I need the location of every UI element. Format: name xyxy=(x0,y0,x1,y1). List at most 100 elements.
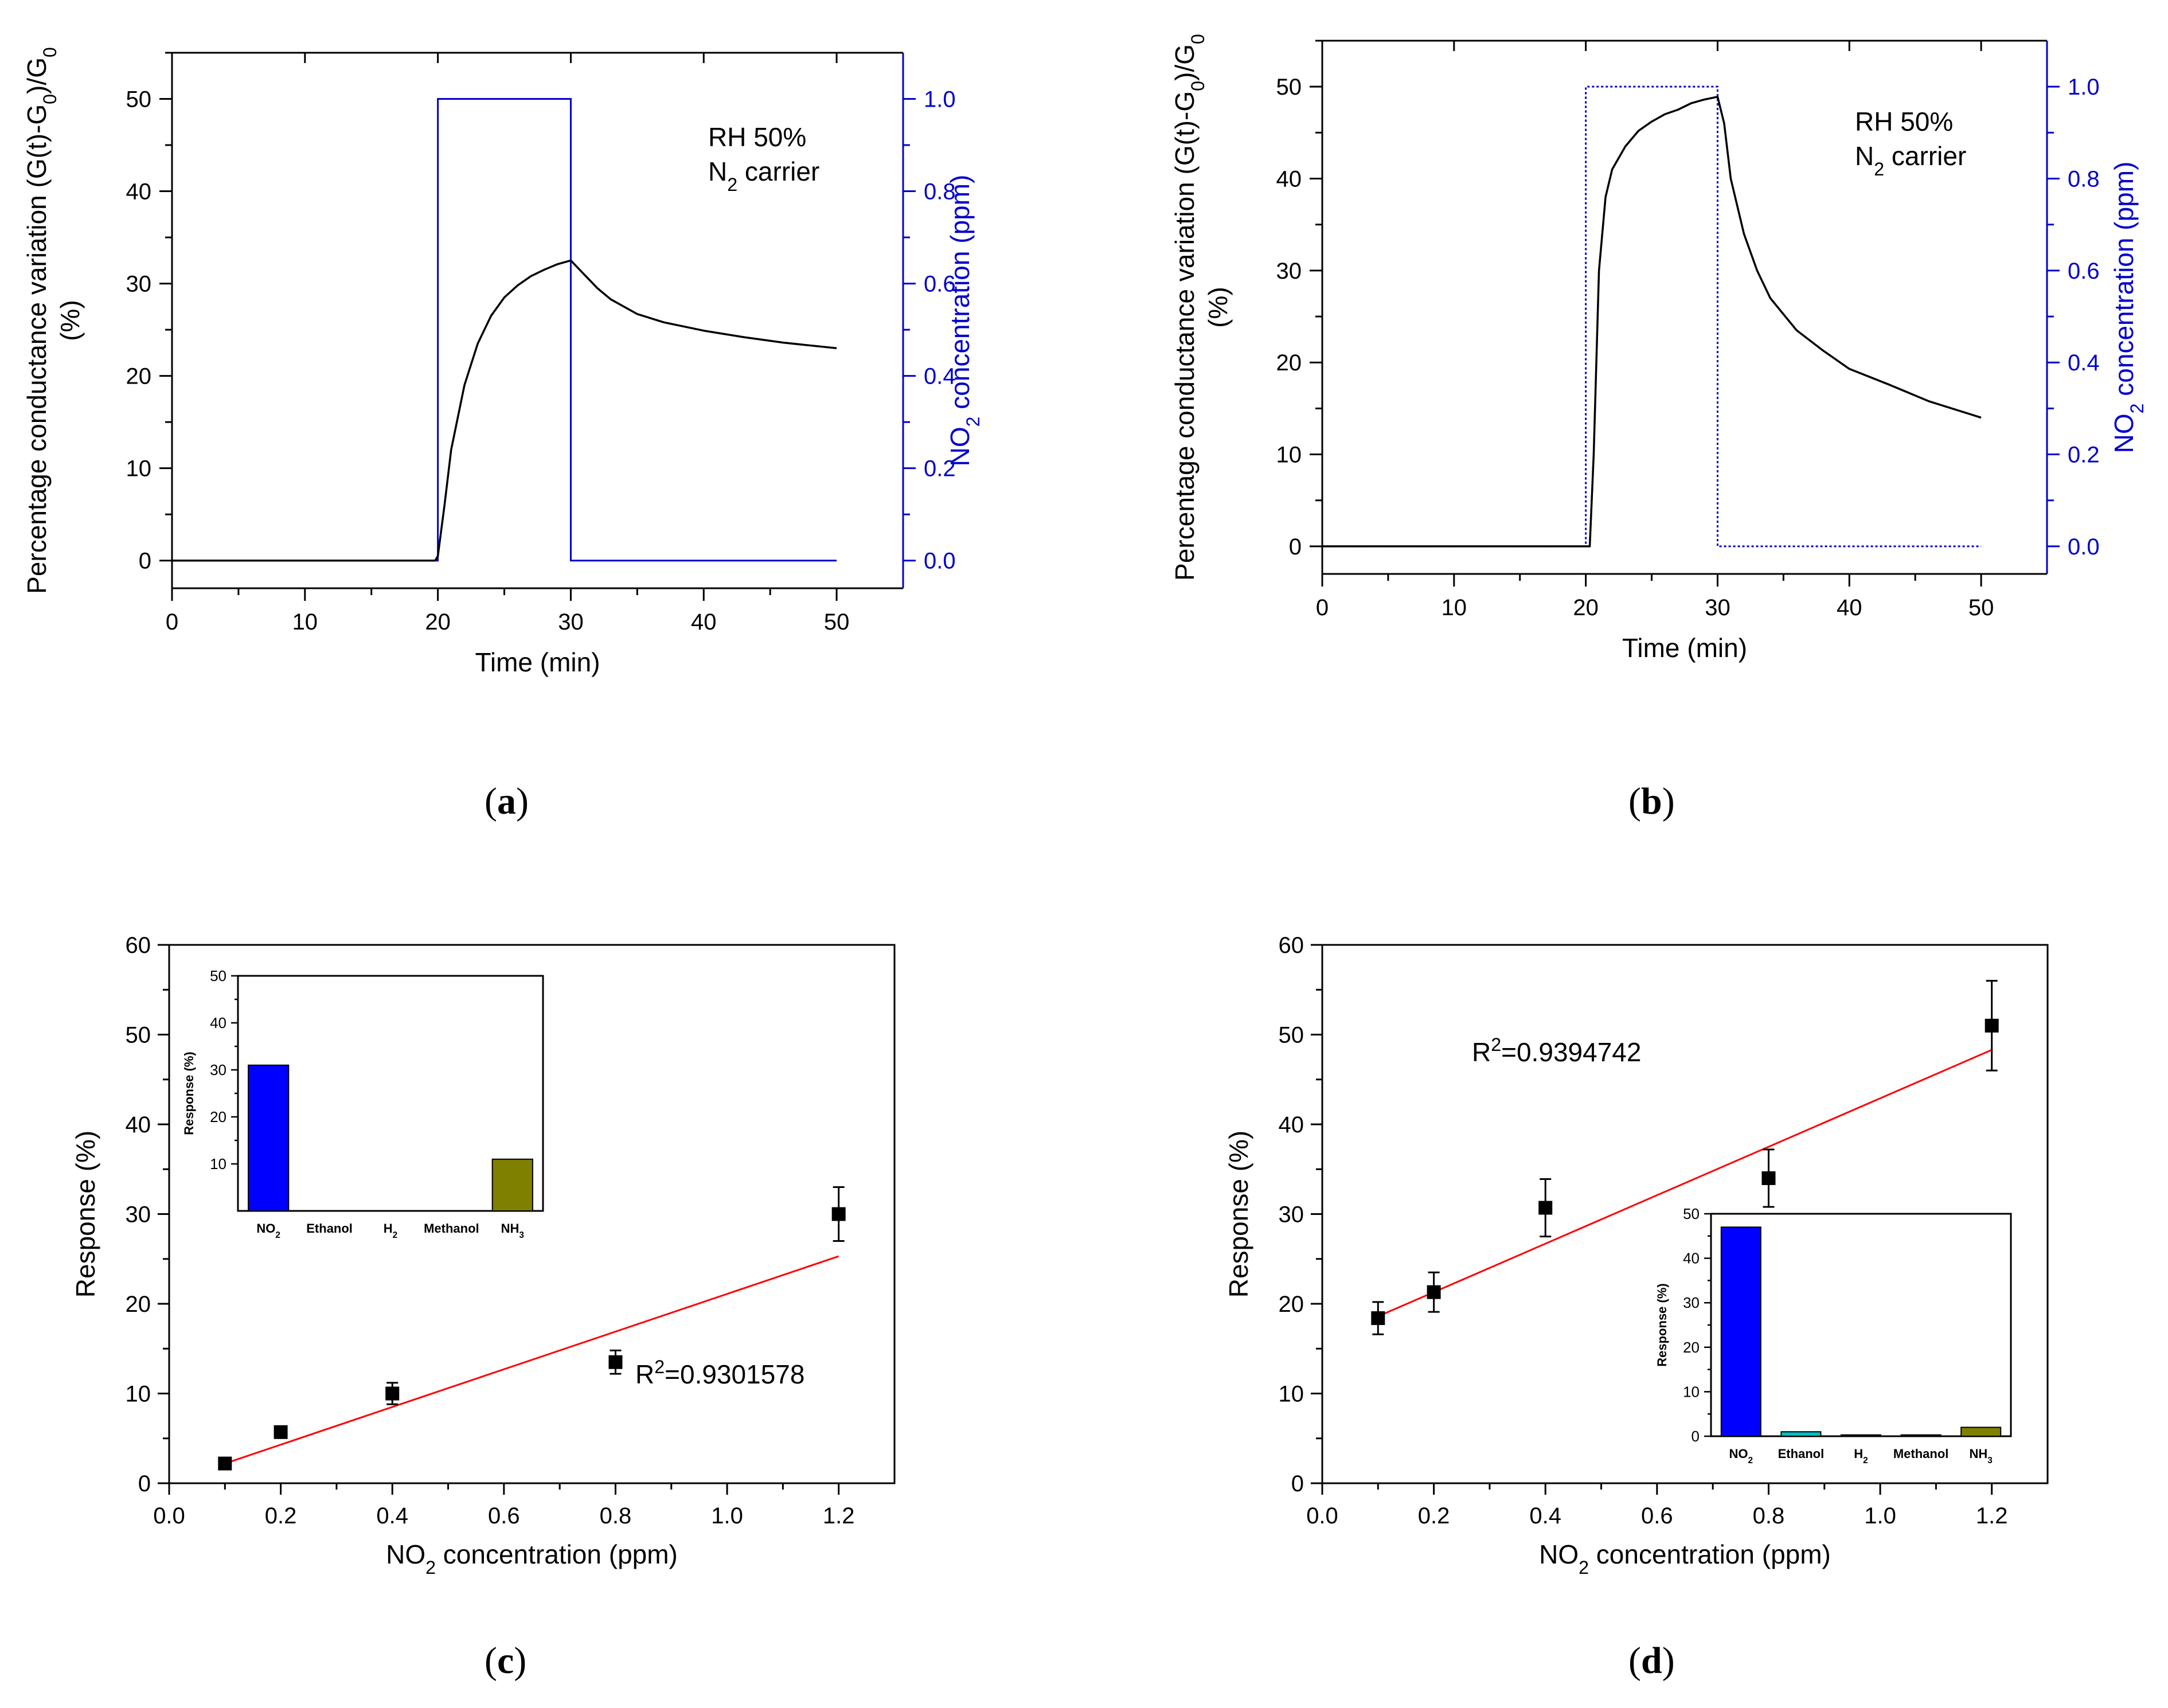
x-tick-label: 0.2 xyxy=(265,1503,297,1529)
inset-bar xyxy=(1900,1434,1942,1437)
caption-c: (c) xyxy=(485,1640,527,1682)
inset-category-label-part: Ethanol xyxy=(1778,1447,1825,1461)
y-axis-label-part: Percentage conductance variation (G(t)- xyxy=(22,125,52,594)
annotation-carrier: N2 carrier xyxy=(1855,141,1966,179)
data-point xyxy=(385,1386,400,1401)
annotation-carrier-part: carrier xyxy=(737,157,819,186)
inset-bar xyxy=(1780,1431,1822,1437)
data-point xyxy=(1761,1171,1776,1185)
y-tick-label: 0 xyxy=(138,1471,151,1496)
x-axis-label: NO2 concentration (ppm) xyxy=(386,1539,678,1578)
y2-axis-label-part: 2 xyxy=(963,416,983,427)
y-axis-label-unit: (%) xyxy=(1203,287,1233,328)
x-tick-label: 10 xyxy=(1442,595,1467,620)
y-tick-label: 20 xyxy=(1279,1292,1304,1317)
panel-c: 0.0 0.2 0.4 0.6 0.8 1.0 1.2 0 10 20 30 40 50 60 NO2 co… xyxy=(0,854,1084,1707)
y-axis-label-part: 0 xyxy=(1187,81,1208,91)
annotation-carrier-part: N xyxy=(1855,141,1874,171)
y2-axis-label: NO2 concentration (ppm) xyxy=(945,175,983,467)
y2-axis-label: NO2 concentration (ppm) xyxy=(2109,162,2147,454)
annotation-carrier-part: 2 xyxy=(1874,159,1884,179)
inset-bar xyxy=(1840,1434,1882,1437)
y-tick-label: 50 xyxy=(1276,75,1302,100)
x-axis-label-part: concentration (ppm) xyxy=(1589,1539,1831,1569)
y-tick-label: 40 xyxy=(126,1112,151,1138)
y-axis-label-unit: (%) xyxy=(55,300,85,341)
y-tick-label: 40 xyxy=(126,179,152,205)
x-tick-label: 1.2 xyxy=(1976,1503,2008,1529)
x-axis-label: Time (min) xyxy=(475,647,600,677)
y2-tick-label: 0.8 xyxy=(924,179,956,205)
inset-y-tick-label: 10 xyxy=(210,1155,226,1172)
x-axis-label-part: 2 xyxy=(1579,1557,1589,1578)
inset-y-tick-label: 30 xyxy=(210,1061,226,1078)
y-axis-label-part: )/ xyxy=(22,78,52,94)
x-tick-label: 0.6 xyxy=(1641,1503,1673,1529)
inset-y-tick-label: 30 xyxy=(1683,1294,1700,1311)
y2-tick-label: 0.0 xyxy=(2068,534,2100,560)
r2-label: R2=0.9394742 xyxy=(1472,1034,1641,1067)
x-axis-label-part: NO xyxy=(386,1539,425,1569)
inset-category-label-part: Ethanol xyxy=(306,1221,353,1236)
y2-tick-label: 0.6 xyxy=(924,272,956,297)
y2-tick-label: 0.2 xyxy=(924,456,956,482)
y-tick-label: 0 xyxy=(1289,534,1302,560)
x-tick-label: 20 xyxy=(1573,595,1599,620)
annotation-carrier-part: 2 xyxy=(727,174,737,195)
r2-label-r: R xyxy=(1472,1037,1491,1067)
y-tick-label: 40 xyxy=(1279,1112,1304,1138)
inset-bar xyxy=(491,1158,533,1211)
x-axis-label-part: concentration (ppm) xyxy=(436,1539,678,1569)
data-point xyxy=(1538,1201,1553,1215)
annotation-carrier-part: carrier xyxy=(1884,141,1966,171)
x-tick-label: 50 xyxy=(824,609,850,635)
y2-tick-label: 0.6 xyxy=(2068,259,2100,284)
x-tick-label: 0.8 xyxy=(600,1503,632,1529)
x-tick-label: 1.0 xyxy=(1864,1503,1896,1529)
y2-tick-label: 1.0 xyxy=(924,87,956,112)
x-tick-label: 0.4 xyxy=(1529,1503,1561,1529)
inset-category-label-part: 3 xyxy=(1987,1456,1993,1465)
caption-d: (d) xyxy=(1628,1640,1675,1682)
x-tick-label: 40 xyxy=(1837,595,1862,620)
y-axis-label-part: )/ xyxy=(1170,65,1200,81)
inset-category-label: Methanol xyxy=(424,1221,479,1236)
inset-category-label-part: 2 xyxy=(275,1230,280,1240)
inset-category-label-part: NO xyxy=(1729,1447,1748,1461)
y-axis-label: Percentage conductance variation (G(t)-G… xyxy=(1170,34,1208,581)
inset-y-tick-label: 10 xyxy=(1683,1383,1700,1400)
x-tick-label: 0.0 xyxy=(153,1503,185,1529)
y2-axis-label-part: NO xyxy=(2109,413,2139,453)
x-axis-label-part: NO xyxy=(1539,1539,1579,1569)
r2-label-value: =0.9394742 xyxy=(1501,1037,1641,1067)
x-tick-label: 0.8 xyxy=(1753,1503,1785,1529)
x-tick-label: 30 xyxy=(558,609,584,635)
y2-tick-label: 0.2 xyxy=(2068,443,2100,468)
y2-tick-label: 0.8 xyxy=(2068,167,2100,192)
x-tick-label: 0.4 xyxy=(376,1503,408,1529)
x-axis-label: NO2 concentration (ppm) xyxy=(1539,1539,1831,1578)
y-axis-label-part: G xyxy=(1170,44,1200,65)
x-tick-label: 1.2 xyxy=(823,1503,855,1529)
concentration-line xyxy=(1322,85,1982,548)
y2-tick-label: 0.4 xyxy=(2068,350,2100,376)
inset-category-label-part: H xyxy=(1854,1447,1863,1461)
x-axis-label-part: 2 xyxy=(425,1557,436,1578)
annotation-carrier: N2 carrier xyxy=(708,157,819,195)
y-tick-label: 30 xyxy=(126,1202,151,1228)
y2-axis-label-part: concentration (ppm) xyxy=(2109,162,2139,404)
y-axis-label-part: G xyxy=(1170,91,1200,112)
inset-category-label: NH3 xyxy=(1970,1447,1993,1465)
annotation-carrier-part: N xyxy=(708,157,727,186)
x-tick-label: 0 xyxy=(1316,595,1329,620)
inset-y-tick-label: 0 xyxy=(1692,1428,1700,1445)
y-tick-label: 20 xyxy=(126,364,152,389)
x-tick-label: 0.0 xyxy=(1306,1503,1338,1529)
y-tick-label: 30 xyxy=(126,272,152,297)
y-axis-label-part: G xyxy=(22,57,52,78)
y-tick-label: 60 xyxy=(126,933,151,958)
x-tick-label: 1.0 xyxy=(711,1503,743,1529)
data-point xyxy=(1427,1285,1441,1299)
